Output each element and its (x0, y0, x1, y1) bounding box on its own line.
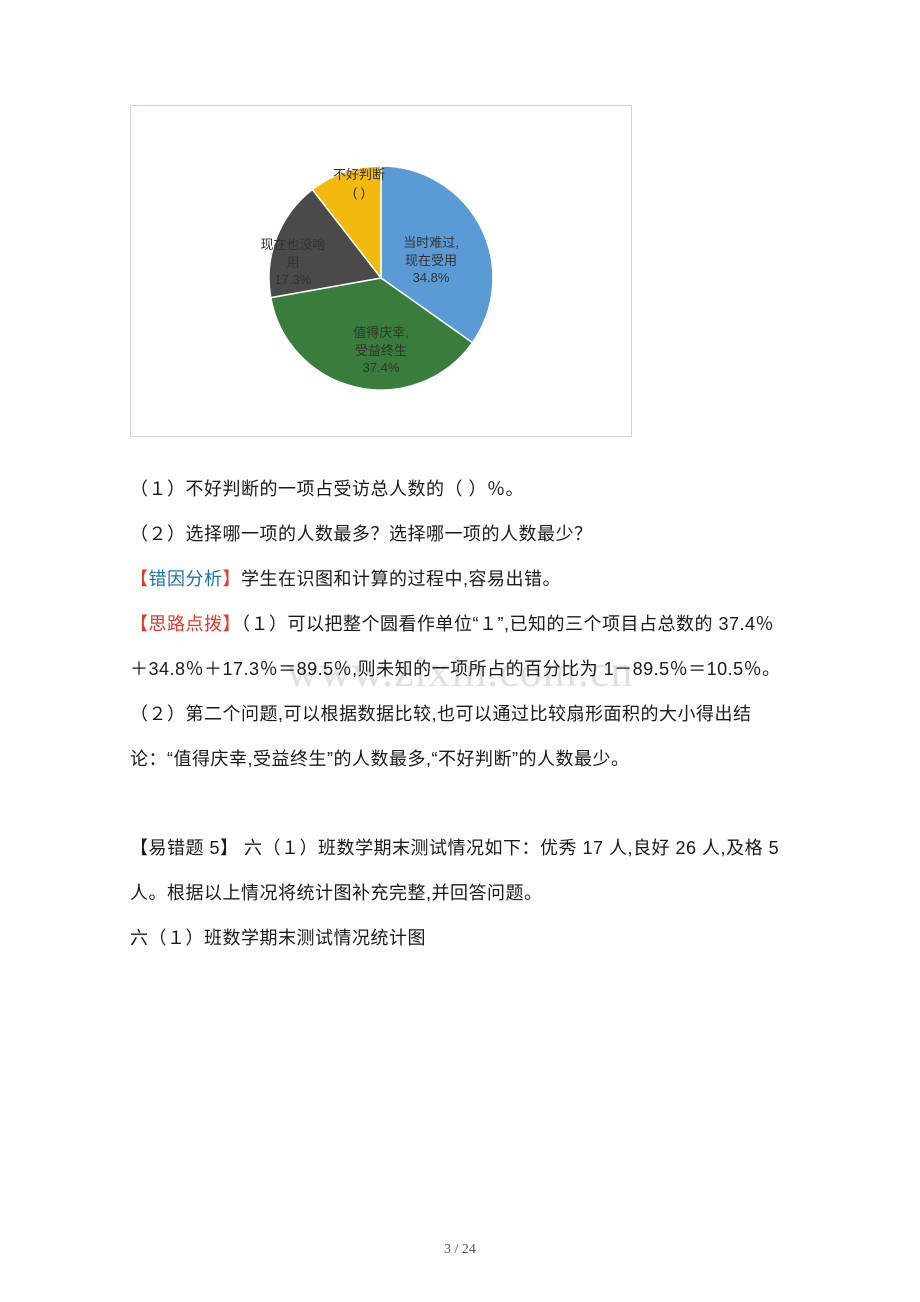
tip-label: 【思路点拨】 (130, 614, 241, 634)
question-5-line2: 六（１）班数学期末测试情况统计图 (130, 916, 790, 961)
body-text: （１）不好判断的一项占受访总人数的（ ）％。 （２）选择哪一项的人数最多？选择哪… (130, 467, 790, 961)
pie-slice-label-useless_now: 现在也没啥用17.3% (260, 236, 325, 289)
question-5: 【易错题 5】 六（１）班数学期末测试情况如下：优秀 17 人,良好 26 人,… (130, 826, 790, 916)
pie-slice-label-hard_to_judge: 不好判断( ) (333, 166, 385, 201)
page-footer: 3 / 24 (0, 1242, 920, 1258)
pie-slice-label-fortunate_lifelong: 值得庆幸,受益终生37.4% (353, 324, 409, 377)
pie-chart: 当时难过,现在受用34.8% 值得庆幸,受益终生37.4% 现在也没啥用17.3%不… (131, 106, 631, 436)
question-2: （２）选择哪一项的人数最多？选择哪一项的人数最少？ (130, 512, 790, 557)
pie-slice-label-hard_then_useful: 当时难过,现在受用34.8% (403, 234, 459, 287)
pie-chart-container: 当时难过,现在受用34.8% 值得庆幸,受益终生37.4% 现在也没啥用17.3%不… (130, 105, 632, 437)
tip: 【思路点拨】（１）可以把整个圆看作单位“１”,已知的三个项目占总数的 37.4％… (130, 602, 790, 782)
error-analysis: 【错因分析】学生在识图和计算的过程中,容易出错。 (130, 557, 790, 602)
error-analysis-label-close: 】 (223, 569, 242, 589)
pie-svg (131, 106, 631, 436)
error-analysis-text: 学生在识图和计算的过程中,容易出错。 (241, 569, 561, 589)
question-5-label: 【易错题 5】 (130, 838, 239, 858)
error-analysis-label: 【 (130, 569, 149, 589)
tip-text: （１）可以把整个圆看作单位“１”,已知的三个项目占总数的 37.4％＋34.8％… (130, 614, 781, 769)
error-analysis-label-inner: 错因分析 (149, 569, 223, 589)
page: 当时难过,现在受用34.8% 值得庆幸,受益终生37.4% 现在也没啥用17.3%不… (0, 0, 920, 1302)
question-1: （１）不好判断的一项占受访总人数的（ ）％。 (130, 467, 790, 512)
